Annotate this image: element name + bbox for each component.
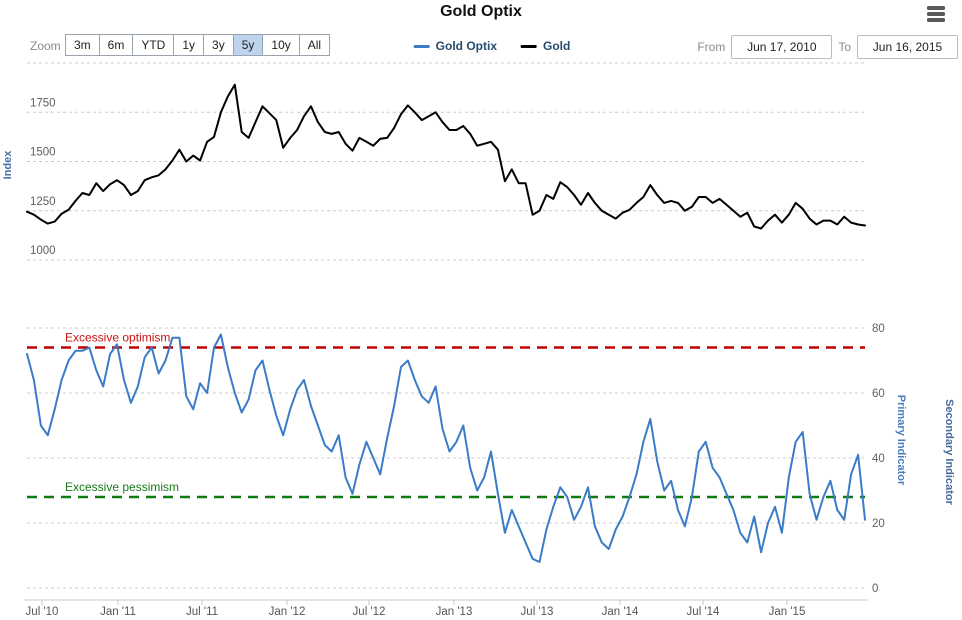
zoom-button-3m[interactable]: 3m (65, 34, 100, 56)
gold-optix-series-line (26, 333, 866, 563)
x-axis-tick-label: Jan '15 (769, 606, 806, 618)
to-date-input[interactable] (857, 35, 958, 59)
hamburger-icon (927, 12, 945, 16)
x-axis-tick-label: Jul '11 (186, 606, 218, 618)
from-label: From (697, 40, 726, 54)
legend-item-gold-optix[interactable]: Gold Optix (413, 39, 498, 53)
from-date-input[interactable] (731, 35, 833, 59)
primary-indicator-axis-title: Primary Indicator (895, 395, 907, 486)
x-axis-tick-label: Jan '14 (602, 606, 639, 618)
x-axis-tick-label: Jul '12 (353, 606, 386, 618)
zoom-button-ytd[interactable]: YTD (132, 34, 175, 56)
threshold-label-optimism: Excessive optimism (65, 331, 170, 345)
legend-label: Gold Optix (435, 39, 498, 53)
gold-series-line (26, 83, 866, 230)
zoom-button-6m[interactable]: 6m (98, 34, 134, 56)
zoom-button-1y[interactable]: 1y (173, 34, 205, 56)
legend-dash-icon (413, 44, 430, 48)
legend-label: Gold (543, 39, 571, 53)
price-axis-tick-label: 1250 (30, 196, 56, 208)
optix-axis-tick-label: 80 (872, 323, 885, 335)
hamburger-icon (927, 18, 945, 22)
price-axis-tick-label: 1500 (30, 147, 56, 159)
zoom-label: Zoom (30, 39, 61, 53)
legend-dash-icon (521, 44, 538, 48)
optix-axis-tick-label: 20 (872, 518, 885, 530)
optix-axis-tick-label: 60 (872, 388, 885, 400)
x-axis-tick-label: Jan '11 (100, 606, 136, 618)
optix-axis-tick-label: 40 (872, 453, 885, 465)
secondary-indicator-axis-title: Secondary Indicator (943, 399, 955, 505)
price-axis-tick-label: 1000 (30, 245, 56, 257)
x-axis-tick-label: Jan '12 (269, 606, 306, 618)
threshold-label-pessimism: Excessive pessimism (65, 480, 179, 494)
zoom-button-all[interactable]: All (298, 34, 331, 56)
x-axis-tick-label: Jan '13 (436, 606, 473, 618)
x-axis-tick-label: Jul '14 (687, 606, 720, 618)
page-title: Gold Optix (440, 3, 522, 20)
to-label: To (838, 40, 851, 54)
zoom-button-5y[interactable]: 5y (232, 34, 264, 56)
zoom-button-group: 3m 6m YTD 1y 3y 5y 10y All (65, 34, 331, 56)
x-axis-tick-label: Jul '10 (26, 606, 59, 618)
charts-svg: 1000 1250 1500 1750 Index 0 20 40 60 80 Primary In… (2, 62, 955, 618)
date-range-controls: From To (691, 35, 958, 59)
hamburger-icon (927, 6, 945, 10)
price-axis-tick-label: 1750 (30, 97, 56, 109)
x-axis-tick-label: Jul '13 (521, 606, 554, 618)
zoom-button-10y[interactable]: 10y (262, 34, 300, 56)
price-axis-title: Index (2, 150, 14, 180)
zoom-button-3y[interactable]: 3y (203, 34, 234, 56)
legend-item-gold[interactable]: Gold (521, 39, 570, 53)
chart-toolbar: Zoom 3m 6m YTD 1y 3y 5y 10y All Gold Optix Gold … (0, 34, 962, 60)
optix-axis-tick-label: 0 (872, 583, 878, 595)
chart-legend: Gold Optix Gold (402, 39, 583, 53)
chart-menu-button[interactable] (927, 6, 947, 22)
